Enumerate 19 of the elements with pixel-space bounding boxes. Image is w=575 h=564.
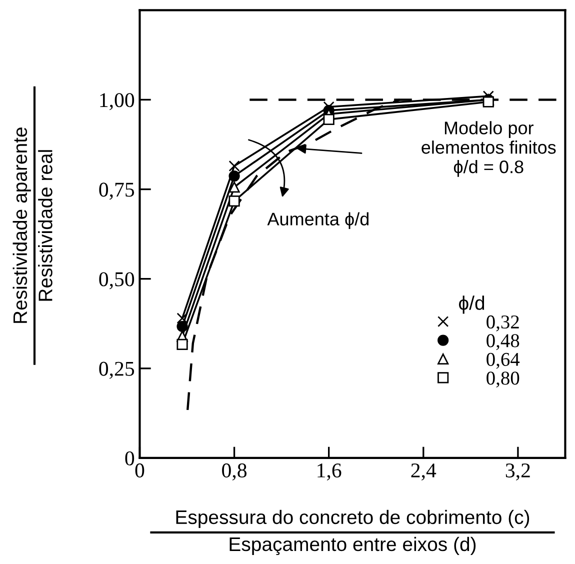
legend-label: 0,80 [486, 372, 520, 388]
annotation: Aumenta ϕ/d [267, 212, 368, 230]
x-tick-label: 0,8 [222, 463, 247, 480]
legend-label: 0,64 [486, 352, 520, 369]
y-axis-title: Resistividade aparente Resistividade real [12, 128, 52, 323]
x-axis-title: Espessura do concreto de cobrimento (c) Espaçamento entre eixos (d) [176, 510, 530, 556]
x-tick-label: 0 [135, 463, 144, 478]
x-tick-label: 3,2 [506, 463, 530, 480]
y-tick-label: 1,00 [100, 93, 134, 110]
legend-title: ϕ/d [458, 296, 484, 314]
x-tick-label: 2,4 [411, 463, 436, 480]
y-tick-label: 0 [125, 451, 134, 466]
annotation: Modelo por elementos finitos ϕ/d = 0.8 [422, 121, 556, 177]
x-tick-label: 1,6 [318, 463, 342, 480]
legend-label: 0,32 [486, 315, 519, 332]
legend-label: 0,48 [486, 334, 520, 350]
y-tick-label: 0,25 [99, 362, 134, 379]
y-tick-label: 0,50 [99, 272, 134, 290]
y-tick-label: 0,75 [99, 182, 134, 200]
